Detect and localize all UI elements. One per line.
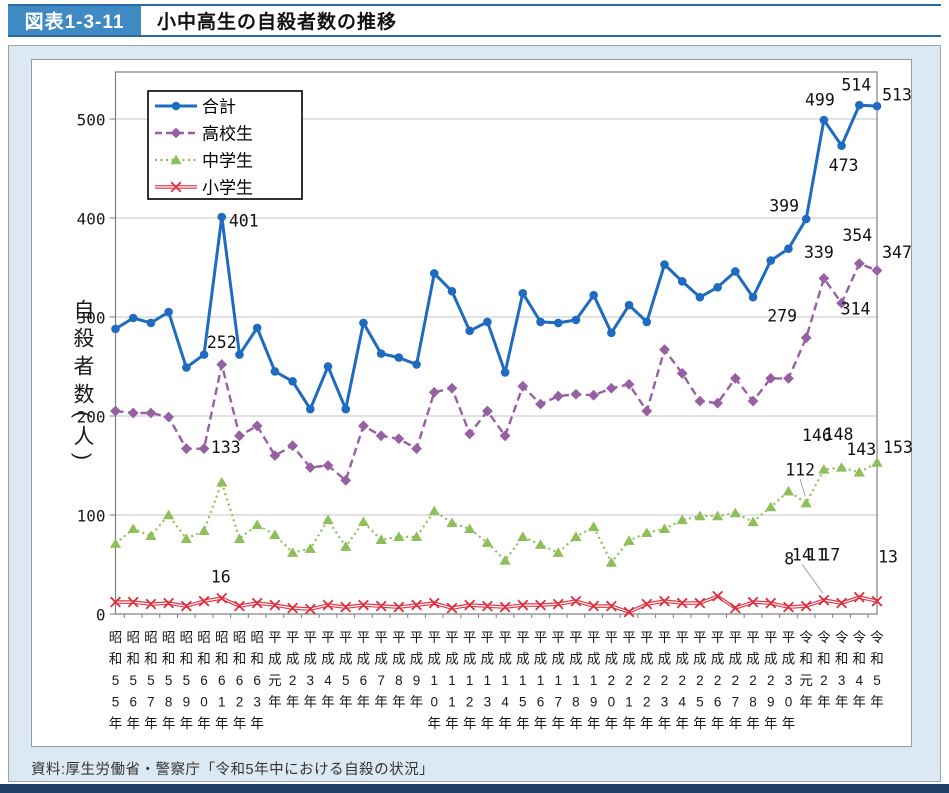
figure-title: 小中高生の自殺者数の推移 bbox=[157, 12, 398, 33]
chart-area bbox=[31, 59, 912, 747]
figure-panel: 自殺者数(人) 資料:厚生労働省・警察庁「令和5年中における自殺の状況」 bbox=[8, 45, 941, 782]
figure-title-bar: 図表1-3-11 小中高生の自殺者数の推移 bbox=[8, 4, 941, 37]
figure-number-badge: 図表1-3-11 bbox=[24, 12, 125, 33]
source-note: 資料:厚生労働省・警察庁「令和5年中における自殺の状況」 bbox=[31, 762, 435, 778]
y-axis-title: 自殺者数(人) bbox=[71, 299, 94, 467]
figure-title-box: 小中高生の自殺者数の推移 bbox=[141, 6, 941, 35]
bottom-strip bbox=[0, 784, 949, 793]
